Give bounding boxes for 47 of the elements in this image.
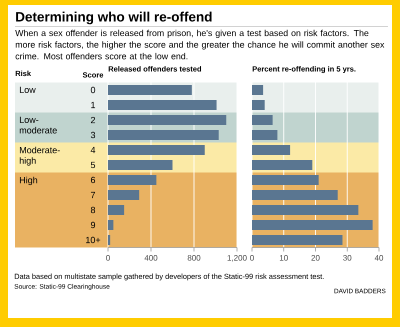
bar	[252, 174, 319, 185]
bar	[108, 204, 124, 215]
x-tick-label: 800	[188, 255, 200, 261]
bar	[252, 144, 290, 155]
band-label: Low-moderate	[20, 116, 57, 134]
x-tick-label: 40	[374, 255, 384, 261]
y-tick-label: 9	[90, 222, 96, 228]
bar	[108, 84, 192, 95]
y-tick-label: 8	[90, 206, 96, 214]
band-label: Moderate-high	[20, 146, 60, 166]
bar	[252, 84, 264, 95]
text: Determining who will re-offend	[16, 12, 212, 24]
x-tick-label: 0	[250, 255, 254, 261]
x-tick-label: 0	[106, 255, 110, 261]
bar	[252, 100, 265, 110]
band-label: Low	[20, 86, 36, 93]
x-tick-label: 400	[144, 255, 158, 261]
bar	[252, 160, 312, 170]
x-tick-label: 1,200	[228, 255, 247, 262]
bar	[252, 204, 358, 215]
bar	[108, 130, 219, 140]
text: When a sex offender is released from prison, he's given a test based on risk factors. The more risk factors, the higher the score and the greater the chance he will commit another sex crime. Most offenders score at the low end.	[15, 30, 384, 60]
bar	[108, 160, 172, 170]
x-tick-label: 30	[343, 255, 352, 261]
band-label: High	[20, 176, 38, 186]
y-tick-label: 3	[90, 132, 96, 138]
bar	[108, 174, 156, 185]
bar	[252, 190, 338, 200]
bar	[252, 130, 278, 140]
y-tick-label: 0	[90, 86, 96, 94]
y-tick-label: 5	[90, 162, 96, 168]
bar	[108, 114, 226, 125]
bar	[252, 220, 373, 230]
bar	[252, 234, 342, 245]
x-tick-label: 10	[280, 255, 288, 261]
x-tick-label: 20	[311, 255, 320, 261]
bar	[252, 114, 273, 125]
bar	[108, 144, 205, 155]
y-tick-label: 6	[90, 176, 96, 184]
y-tick-label: 4	[90, 146, 96, 154]
bar	[108, 100, 217, 110]
bar	[108, 220, 114, 230]
y-tick-label: 1	[91, 102, 96, 108]
bar	[108, 190, 140, 200]
y-tick-label: 10+	[86, 236, 100, 244]
y-tick-label: 7	[90, 192, 96, 198]
y-tick-label: 2	[90, 116, 96, 124]
